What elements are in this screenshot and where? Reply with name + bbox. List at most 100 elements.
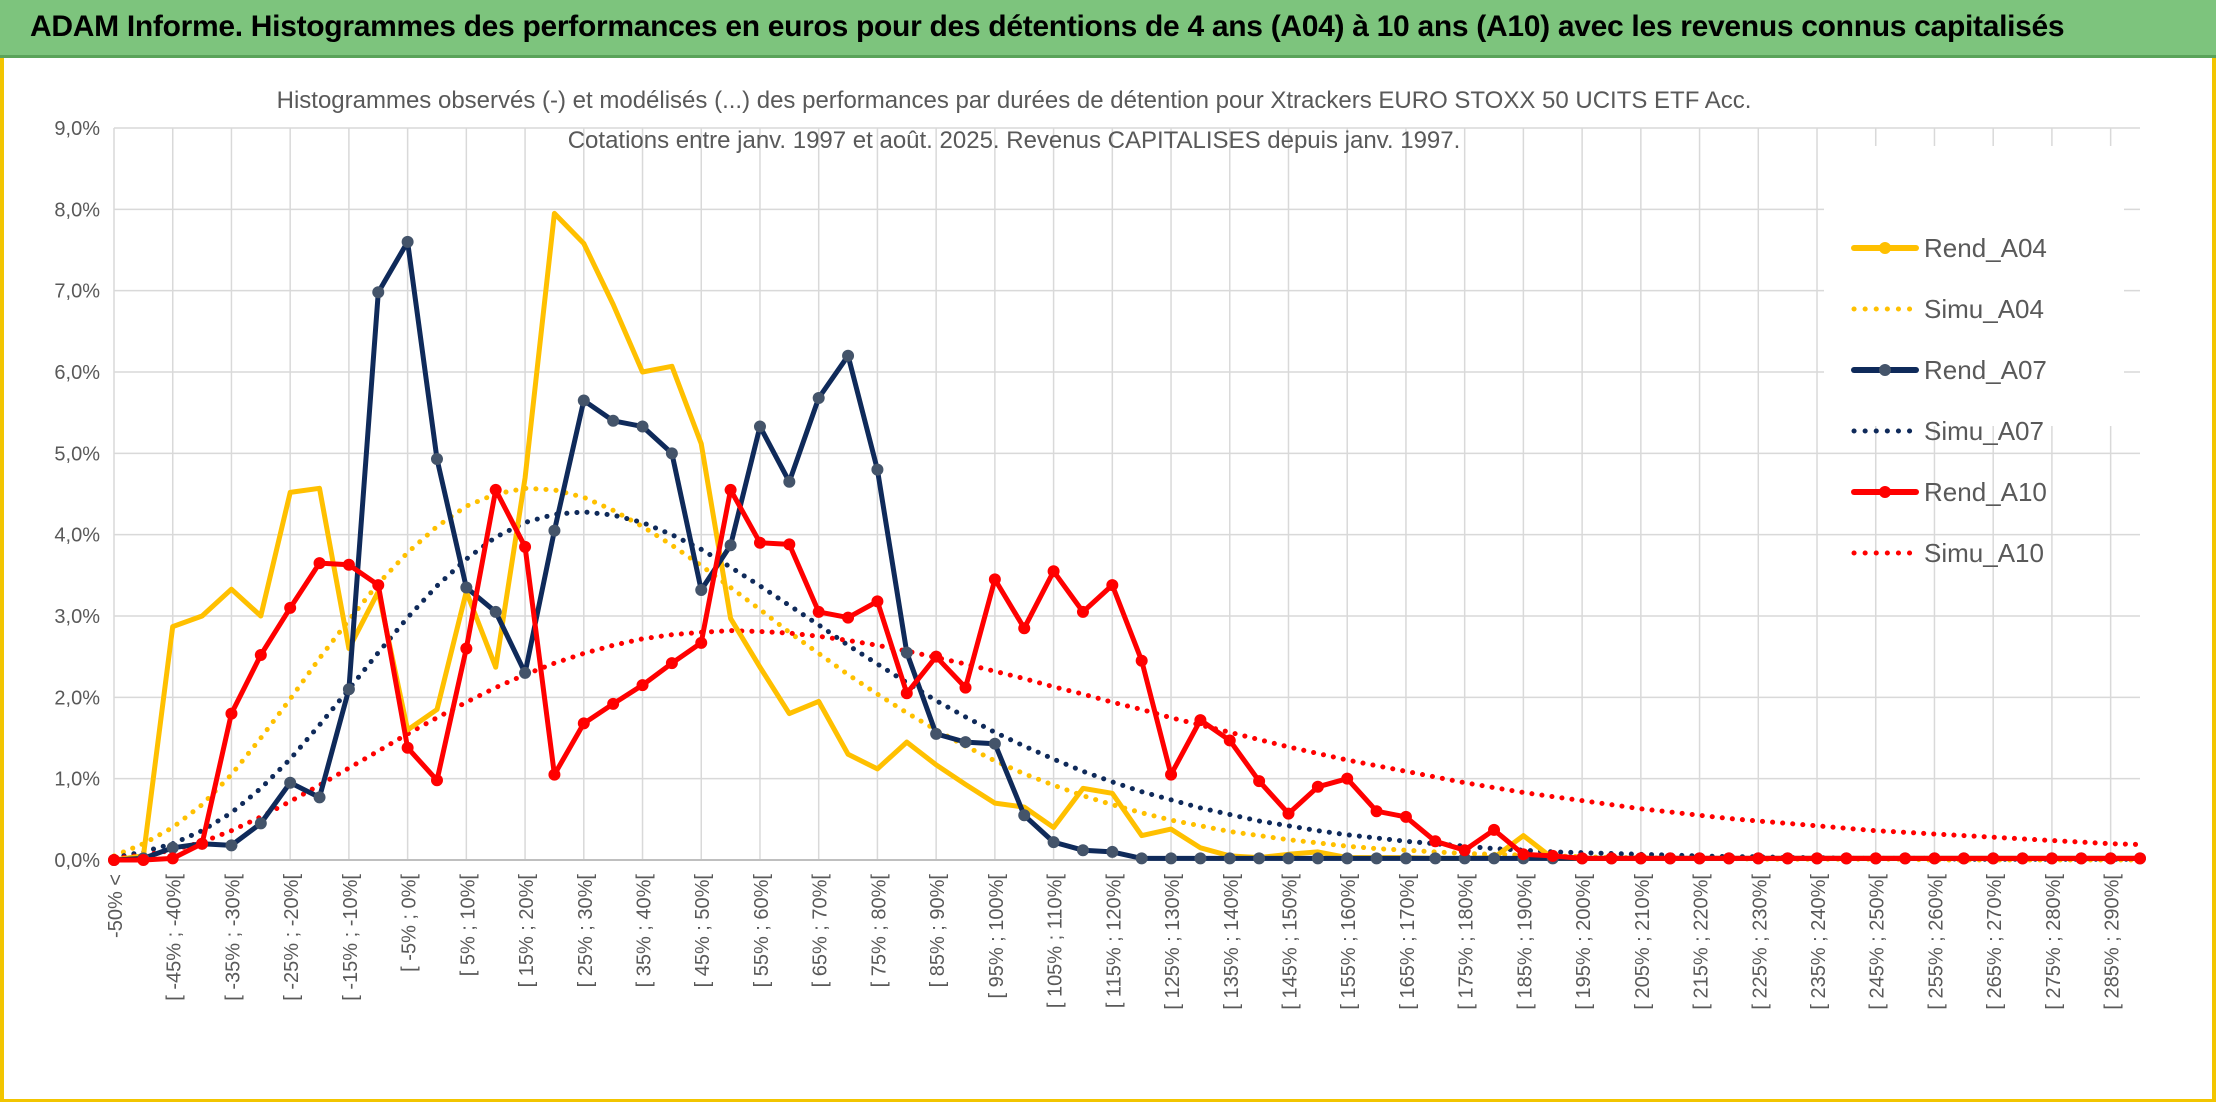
x-tick-label: [ 185% ; 190%[: [1514, 874, 1536, 1010]
point-rend-a10: [284, 601, 297, 614]
point-rend-a10: [607, 697, 620, 710]
point-rend-a10: [1957, 852, 1970, 865]
x-tick-label: [ -5% ; 0%[: [399, 874, 421, 972]
point-rend-a10: [313, 557, 326, 570]
point-rend-a10: [254, 649, 267, 662]
point-rend-a10: [1399, 810, 1412, 823]
point-rend-a07: [900, 646, 913, 659]
point-rend-a07: [313, 791, 326, 804]
point-rend-a10: [1576, 852, 1589, 865]
legend-label-rend-a10: Rend_A10: [1924, 477, 2047, 507]
point-rend-a07: [812, 392, 825, 405]
series-line-simu-a04: [111, 485, 2143, 863]
point-rend-a10: [2045, 852, 2058, 865]
point-rend-a10: [519, 540, 532, 553]
chart-title: Histogrammes observés (-) et modélisés (…: [277, 87, 1752, 114]
point-rend-a10: [1488, 823, 1501, 836]
point-rend-a07: [930, 727, 943, 740]
point-rend-a07: [284, 776, 297, 789]
point-rend-a10: [548, 768, 561, 781]
x-tick-label: [ 95% ; 100%[: [986, 874, 1008, 999]
point-rend-a10: [401, 741, 414, 754]
point-rend-a07: [519, 666, 532, 679]
x-tick-label: [ 15% ; 20%[: [516, 874, 538, 988]
point-rend-a07: [1076, 844, 1089, 857]
point-rend-a10: [783, 538, 796, 551]
point-rend-a10: [842, 611, 855, 624]
legend-marker-rend-a07: [1879, 364, 1891, 376]
y-tick-label: 3,0%: [54, 606, 100, 628]
point-rend-a07: [871, 463, 884, 476]
x-tick-label: [ 165% ; 170%[: [1397, 874, 1419, 1010]
x-tick-label: [ 105% ; 110%[: [1045, 874, 1067, 1009]
point-rend-a07: [783, 475, 796, 488]
point-rend-a07: [342, 683, 355, 696]
point-rend-a10: [1458, 844, 1471, 857]
x-axis-ticks: -50% < [ -45% ; -40%[[ -35% ; -30%[[ -25%…: [105, 874, 2124, 1010]
x-tick-label: [ 245% ; 250%[: [1867, 874, 1889, 1010]
point-rend-a07: [577, 394, 590, 407]
report-title: ADAM Informe. Histogrammes des performan…: [30, 10, 2065, 43]
point-rend-a07: [1311, 852, 1324, 865]
point-rend-a07: [1341, 852, 1354, 865]
point-rend-a07: [724, 539, 737, 552]
point-rend-a07: [372, 286, 385, 299]
point-rend-a10: [108, 854, 120, 866]
point-rend-a10: [636, 679, 649, 692]
point-rend-a10: [1781, 852, 1794, 865]
x-tick-label: [ 25% ; 30%[: [575, 874, 597, 988]
legend-marker-rend-a10: [1879, 486, 1891, 498]
point-rend-a10: [196, 837, 209, 850]
point-rend-a10: [2134, 852, 2146, 865]
point-rend-a10: [665, 657, 678, 670]
point-rend-a10: [137, 854, 150, 866]
point-rend-a10: [1165, 768, 1178, 781]
x-tick-label: [ -15% ; -10%[: [340, 874, 362, 1001]
x-tick-label: [ 85% ; 90%[: [927, 874, 949, 988]
point-rend-a10: [1076, 605, 1089, 618]
point-rend-a10: [1811, 852, 1824, 865]
point-rend-a10: [1722, 852, 1735, 865]
point-rend-a10: [1018, 622, 1031, 635]
legend-label-simu-a07: Simu_A07: [1924, 416, 2044, 446]
y-tick-label: 6,0%: [54, 362, 100, 384]
x-tick-label: [ 175% ; 180%[: [1456, 874, 1478, 1010]
x-tick-label: [ 35% ; 40%[: [634, 874, 656, 988]
point-rend-a10: [2075, 852, 2088, 865]
point-rend-a10: [577, 717, 590, 730]
point-rend-a07: [1282, 852, 1295, 865]
point-rend-a10: [988, 573, 1001, 586]
point-rend-a07: [1106, 845, 1119, 858]
point-rend-a07: [959, 736, 972, 749]
point-rend-a10: [724, 483, 737, 496]
point-rend-a10: [959, 681, 972, 694]
point-rend-a10: [1194, 714, 1207, 727]
x-tick-label: [ 115% ; 120%[: [1103, 874, 1125, 1009]
x-tick-label: [ 265% ; 270%[: [1984, 874, 2006, 1010]
x-tick-label: [ 155% ; 160%[: [1338, 874, 1360, 1010]
x-tick-label: [ 205% ; 210%[: [1632, 874, 1654, 1010]
y-tick-label: 4,0%: [54, 525, 100, 547]
point-rend-a10: [1282, 807, 1295, 820]
point-rend-a07: [1223, 852, 1236, 865]
point-rend-a10: [1341, 772, 1354, 785]
point-rend-a10: [900, 687, 913, 700]
point-rend-a07: [1018, 809, 1031, 822]
y-tick-label: 7,0%: [54, 281, 100, 303]
point-rend-a10: [812, 605, 825, 618]
legend-label-rend-a04: Rend_A04: [1924, 233, 2047, 263]
performance-histogram-chart: 0,0% 1,0% 2,0% 3,0% 4,0% 5,0% 6,0% 7,0% 8,0% 9,0%…: [54, 87, 2146, 1010]
point-rend-a10: [1869, 852, 1882, 865]
point-rend-a07: [460, 581, 473, 594]
point-rend-a10: [489, 483, 502, 496]
point-rend-a10: [1752, 852, 1765, 865]
point-rend-a10: [166, 852, 179, 865]
point-rend-a10: [930, 650, 943, 663]
point-rend-a10: [1899, 852, 1912, 865]
point-rend-a10: [372, 579, 385, 592]
point-rend-a07: [548, 524, 561, 537]
x-tick-label: [ 285% ; 290%[: [2102, 874, 2124, 1010]
legend[interactable]: Rend_A04 Simu_A04 Rend_A07 Simu_A07 Rend_A10…: [1851, 233, 2047, 568]
point-rend-a10: [1546, 849, 1559, 862]
point-rend-a10: [1517, 848, 1530, 861]
